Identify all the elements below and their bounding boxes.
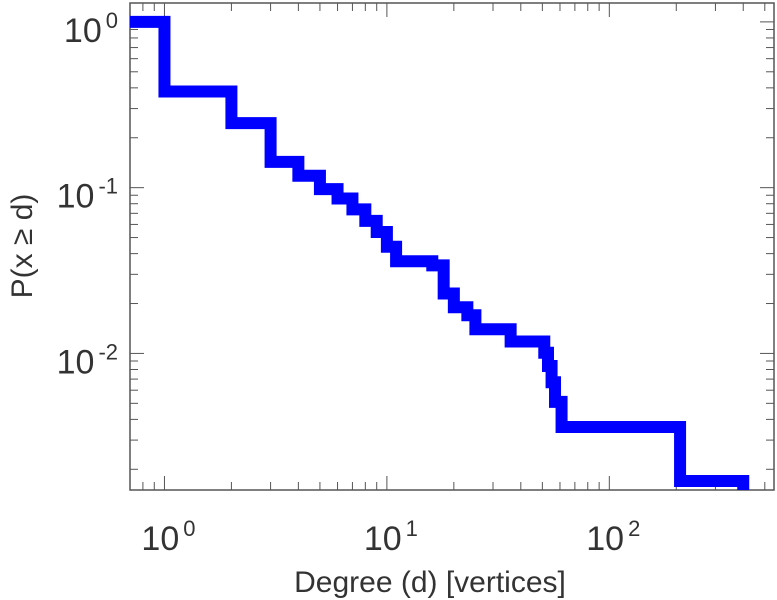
x-axis-label: Degree (d) [vertices] — [294, 566, 566, 599]
y-tick-label: 10 0 — [64, 8, 118, 50]
plot-frame — [129, 2, 775, 491]
x-tick-label: 10 1 — [364, 516, 418, 558]
y-axis-label: P(x ≥ d) — [6, 194, 39, 299]
y-tick-label: 10 -1 — [57, 174, 118, 216]
x-tick-label: 10 0 — [141, 516, 195, 558]
x-tick-label: 10 2 — [586, 516, 640, 558]
ccdf-series-line — [130, 15, 750, 490]
y-tick-label: 10 -2 — [57, 339, 118, 381]
